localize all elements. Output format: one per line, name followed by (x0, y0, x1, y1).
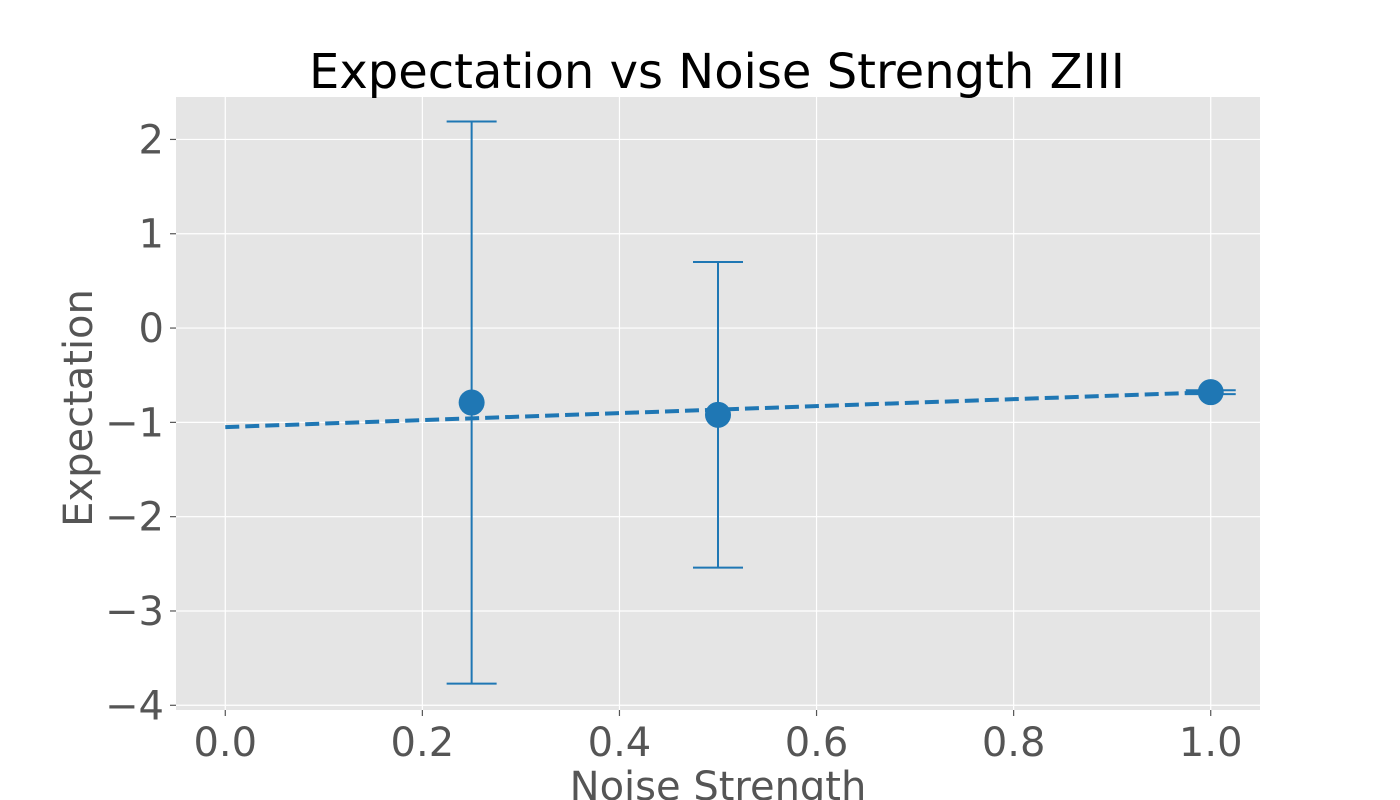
x-axis-label: Noise Strength (570, 764, 867, 800)
y-tick-label: −2 (105, 495, 164, 541)
y-axis-label: Expectation (56, 289, 102, 527)
data-point (458, 389, 485, 416)
y-tick-label: 2 (139, 117, 164, 163)
y-tick-label: 1 (139, 212, 164, 258)
chart-title: Expectation vs Noise Strength ZIII (309, 44, 1125, 100)
x-tick-label: 0.6 (785, 720, 849, 766)
y-tick-label: 0 (139, 306, 164, 352)
x-tick-label: 0.8 (982, 720, 1046, 766)
x-tick-label: 0.2 (391, 720, 455, 766)
y-tick-label: −1 (105, 400, 164, 446)
data-point (1197, 379, 1224, 406)
data-points (458, 379, 1224, 428)
x-tick-label: 0.4 (588, 720, 652, 766)
data-point (705, 401, 731, 428)
y-tick-label: −4 (105, 683, 164, 729)
x-tick-label: 0.0 (193, 720, 257, 766)
axis-ticks: 0.0 0.2 0.4 0.6 0.8 1.0 2 1 0 −1 −2 −3 −4 (105, 117, 1243, 766)
y-tick-label: −3 (105, 589, 164, 635)
x-tick-label: 1.0 (1179, 720, 1243, 766)
